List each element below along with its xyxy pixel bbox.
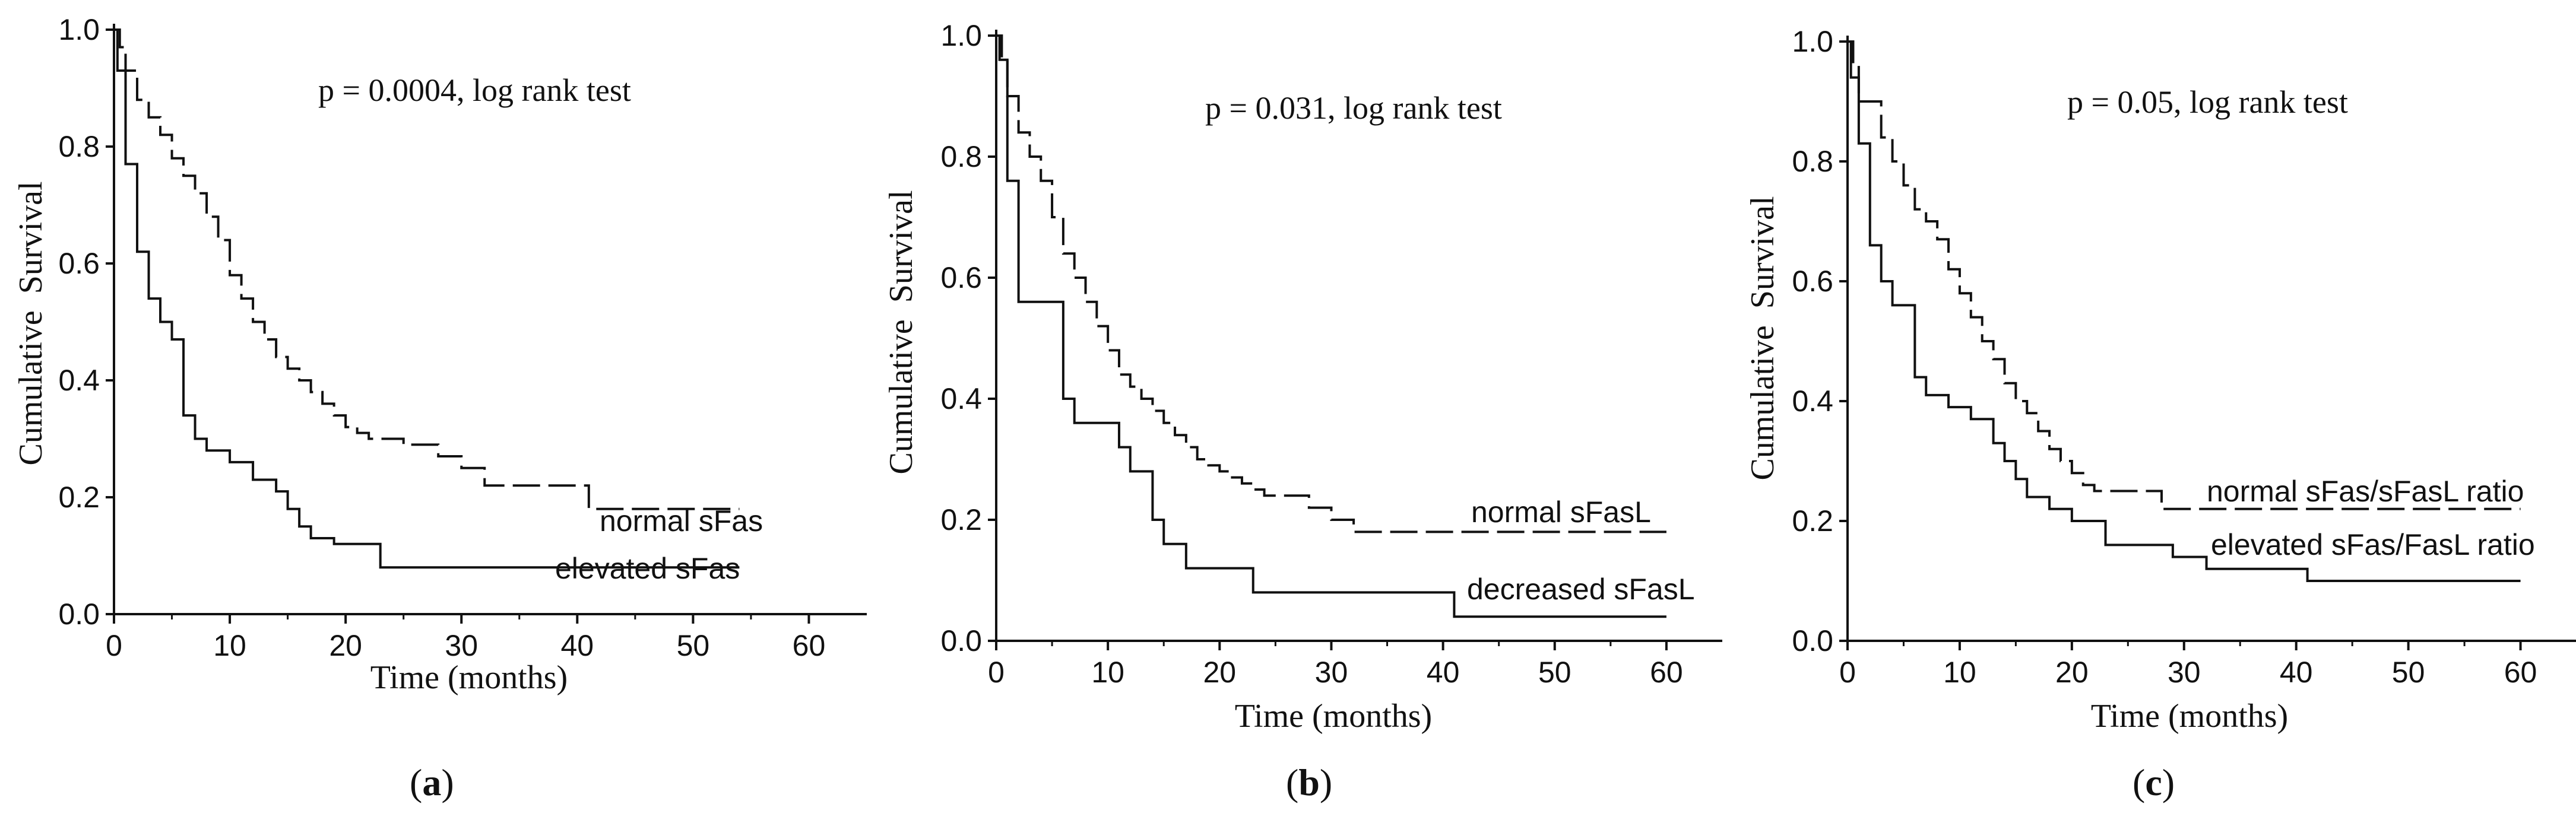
y-tick-label: 0.4 [58, 364, 100, 397]
x-tick-label: 50 [1538, 656, 1571, 689]
x-tick-label: 20 [2055, 656, 2089, 689]
x-tick-label: 30 [445, 629, 478, 662]
x-tick-label: 0 [106, 629, 122, 662]
y-tick-label: 0.0 [940, 624, 982, 657]
x-tick-label: 20 [329, 629, 362, 662]
x-tick-label: 40 [1427, 656, 1460, 689]
y-tick-label: 1.0 [940, 19, 982, 52]
y-axis-title: Cumulative Survival [12, 181, 49, 465]
series-label: elevated sFas [555, 552, 740, 585]
series-label: elevated sFas/FasL ratio [2211, 528, 2535, 561]
y-tick-label: 1.0 [58, 13, 100, 46]
x-tick-label: 40 [560, 629, 594, 662]
x-tick-label: 60 [793, 629, 826, 662]
y-axis-title: Cumulative Survival [1744, 196, 1781, 480]
survival-chart-b: 0 10 20 30 40 50 60 0.0 0.2 0.4 0.6 0.8 1.0 p = 0.031… [883, 19, 1722, 735]
x-tick-label: 20 [1203, 656, 1236, 689]
series-line-solid [1848, 40, 2521, 582]
series-line-dashed [114, 28, 740, 510]
panel-b: 0 10 20 30 40 50 60 0.0 0.2 0.4 0.6 0.8 1.0 p = 0.031… [858, 0, 1722, 823]
p-value-annotation: p = 0.031, log rank test [1205, 90, 1502, 126]
p-value-annotation: p = 0.0004, log rank test [318, 72, 631, 108]
panel-label-c: (c) [2133, 761, 2175, 803]
x-tick-label: 10 [213, 629, 246, 662]
series-label: normal sFasL [1471, 495, 1651, 529]
series-line-solid [996, 34, 1666, 618]
x-tick-label: 30 [2168, 656, 2201, 689]
x-tick-label: 60 [2504, 656, 2537, 689]
y-tick-label: 0.6 [940, 261, 982, 294]
y-axis-title: Cumulative Survival [883, 190, 920, 474]
survival-chart-c: 0 10 20 30 40 50 60 0.0 0.2 0.4 0.6 0.8 1.0 p = 0.05,… [1744, 25, 2576, 735]
y-tick-label: 0.0 [58, 598, 100, 631]
y-tick-label: 0.8 [940, 140, 982, 173]
x-tick-label: 0 [988, 656, 1005, 689]
y-tick-label: 0.8 [58, 130, 100, 163]
x-tick-label: 50 [2392, 656, 2425, 689]
y-tick-label: 1.0 [1792, 25, 1833, 58]
series-line-dashed [1848, 40, 2521, 510]
x-tick-label: 60 [1650, 656, 1683, 689]
x-tick-label: 10 [1943, 656, 1976, 689]
y-tick-label: 0.6 [58, 247, 100, 280]
y-tick-label: 0.8 [1792, 145, 1833, 178]
x-axis-title: Time (months) [1235, 698, 1432, 735]
y-tick-label: 0.2 [940, 503, 982, 536]
x-axis-title: Time (months) [370, 659, 568, 696]
y-tick-label: 0.6 [1792, 265, 1833, 298]
panel-a: 0 10 20 30 40 50 60 0.0 0.2 0.4 0.6 0.8 1.0 p = 0.000… [0, 0, 867, 823]
x-axis-title: Time (months) [2091, 698, 2288, 735]
x-tick-label: 0 [1839, 656, 1856, 689]
series-line-dashed [996, 34, 1666, 533]
panel-c: 0 10 20 30 40 50 60 0.0 0.2 0.4 0.6 0.8 1.0 p = 0.05,… [1717, 0, 2576, 823]
panel-label-a: (a) [410, 761, 454, 803]
x-tick-label: 10 [1091, 656, 1124, 689]
panel-label-b: (b) [1286, 761, 1333, 803]
x-tick-label: 30 [1315, 656, 1348, 689]
series-label: normal sFas/sFasL ratio [2207, 475, 2524, 508]
y-tick-label: 0.2 [1792, 504, 1833, 538]
y-tick-label: 0.2 [58, 481, 100, 514]
p-value-annotation: p = 0.05, log rank test [2067, 84, 2348, 120]
y-tick-label: 0.0 [1792, 624, 1833, 657]
y-tick-label: 0.4 [1792, 385, 1833, 418]
x-tick-label: 50 [677, 629, 710, 662]
y-tick-label: 0.4 [940, 382, 982, 415]
series-line-solid [114, 28, 740, 569]
x-tick-label: 40 [2280, 656, 2313, 689]
survival-chart-a: 0 10 20 30 40 50 60 0.0 0.2 0.4 0.6 0.8 1.0 p = 0.000… [12, 13, 867, 696]
series-label: decreased sFasL [1467, 573, 1695, 606]
series-label: normal sFas [600, 504, 763, 538]
